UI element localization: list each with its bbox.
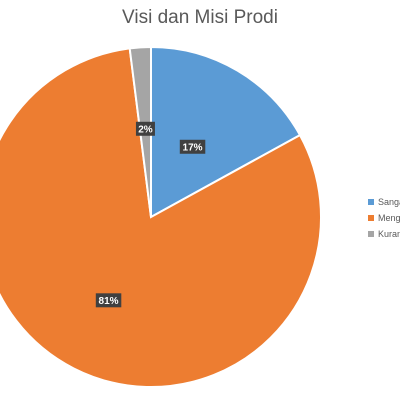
legend-item-3: Kuran (368, 226, 400, 242)
svg-text:2%: 2% (138, 124, 153, 135)
data-label-2: 81% (95, 293, 122, 308)
data-label-3: 2% (135, 121, 155, 136)
svg-text:17%: 17% (183, 142, 203, 153)
pie-slice-2 (0, 47, 322, 388)
legend-item-1: Sanga (368, 194, 400, 210)
legend-item-2: Meng (368, 210, 400, 226)
chart-title: Visi dan Misi Prodi (122, 7, 278, 28)
legend-swatch (368, 199, 374, 205)
legend-swatch (368, 215, 374, 221)
legend-swatch (368, 231, 374, 237)
legend-label: Meng (378, 213, 400, 223)
pie-slice-1 (150, 45, 302, 219)
data-label-1: 17% (179, 139, 206, 154)
legend-label: Sanga (378, 197, 400, 207)
chart-legend: Sanga Meng Kuran (368, 194, 400, 242)
legend-label: Kuran (378, 229, 400, 239)
svg-text:81%: 81% (99, 296, 119, 307)
